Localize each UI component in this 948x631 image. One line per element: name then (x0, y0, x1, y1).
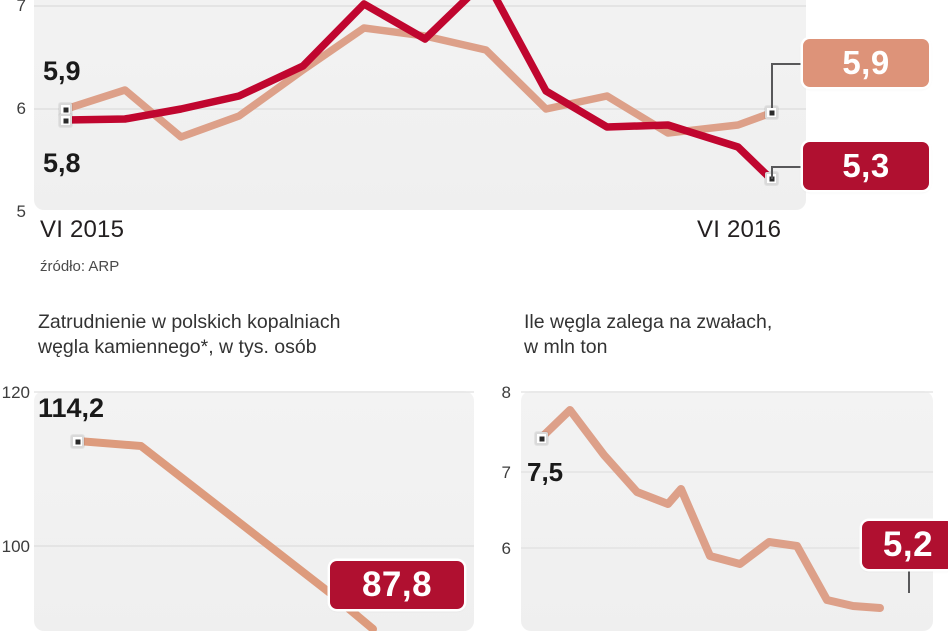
top-chart-ytick-7: 7 (16, 0, 26, 15)
top-chart-end-chip-salmon: 5,9 (803, 39, 929, 87)
employment-ytick-100: 100 (1, 537, 30, 556)
top-chart-period-start: VI 2015 (40, 216, 125, 243)
top-chart-leader-salmon-vertical (771, 63, 773, 108)
top-chart-source: źródło: ARP (40, 258, 120, 275)
top-chart-start-label-crimson: 5,8 (43, 148, 81, 178)
employment-chart-title: Zatrudnienie w polskich kopalniach węgla… (38, 311, 341, 358)
top-chart-leader-crimson-horizontal (771, 166, 804, 168)
employment-start-label: 114,2 (38, 393, 105, 423)
stock-start-label: 7,5 (527, 457, 564, 487)
top-chart-start-label-salmon: 5,9 (43, 56, 81, 86)
stock-ytick-7: 7 (501, 463, 511, 482)
top-chart-ytick-6: 6 (16, 99, 26, 118)
stock-ytick-8: 8 (501, 383, 511, 402)
top-chart-period-end: VI 2016 (697, 216, 782, 243)
stock-chart-title: Ile węgla zalega na zwałach, w mln ton (524, 311, 773, 358)
top-chart-ytick-5: 5 (16, 202, 26, 221)
top-chart-end-chip-crimson: 5,3 (803, 142, 929, 190)
top-chart-leader-salmon-horizontal (771, 63, 804, 65)
employment-ytick-120: 120 (1, 383, 30, 402)
top-chart-line-crimson (62, 0, 775, 183)
stock-leader-vertical (908, 568, 910, 593)
stock-chart-line (537, 406, 884, 612)
top-chart-plot (34, 0, 806, 183)
employment-start-marker (71, 435, 84, 448)
stock-end-chip: 5,2 (862, 521, 948, 569)
top-chart-start-marker-crimson (59, 114, 72, 127)
stock-chart-plot (521, 391, 933, 612)
stock-ytick-6: 6 (501, 539, 511, 558)
stock-start-marker (535, 432, 548, 445)
infographic-stage: 7 6 5 5,9 5,8 5,9 5,3 VI 2015 VI 2016 źr… (0, 0, 948, 593)
top-chart-leader-crimson-vertical (771, 166, 773, 179)
